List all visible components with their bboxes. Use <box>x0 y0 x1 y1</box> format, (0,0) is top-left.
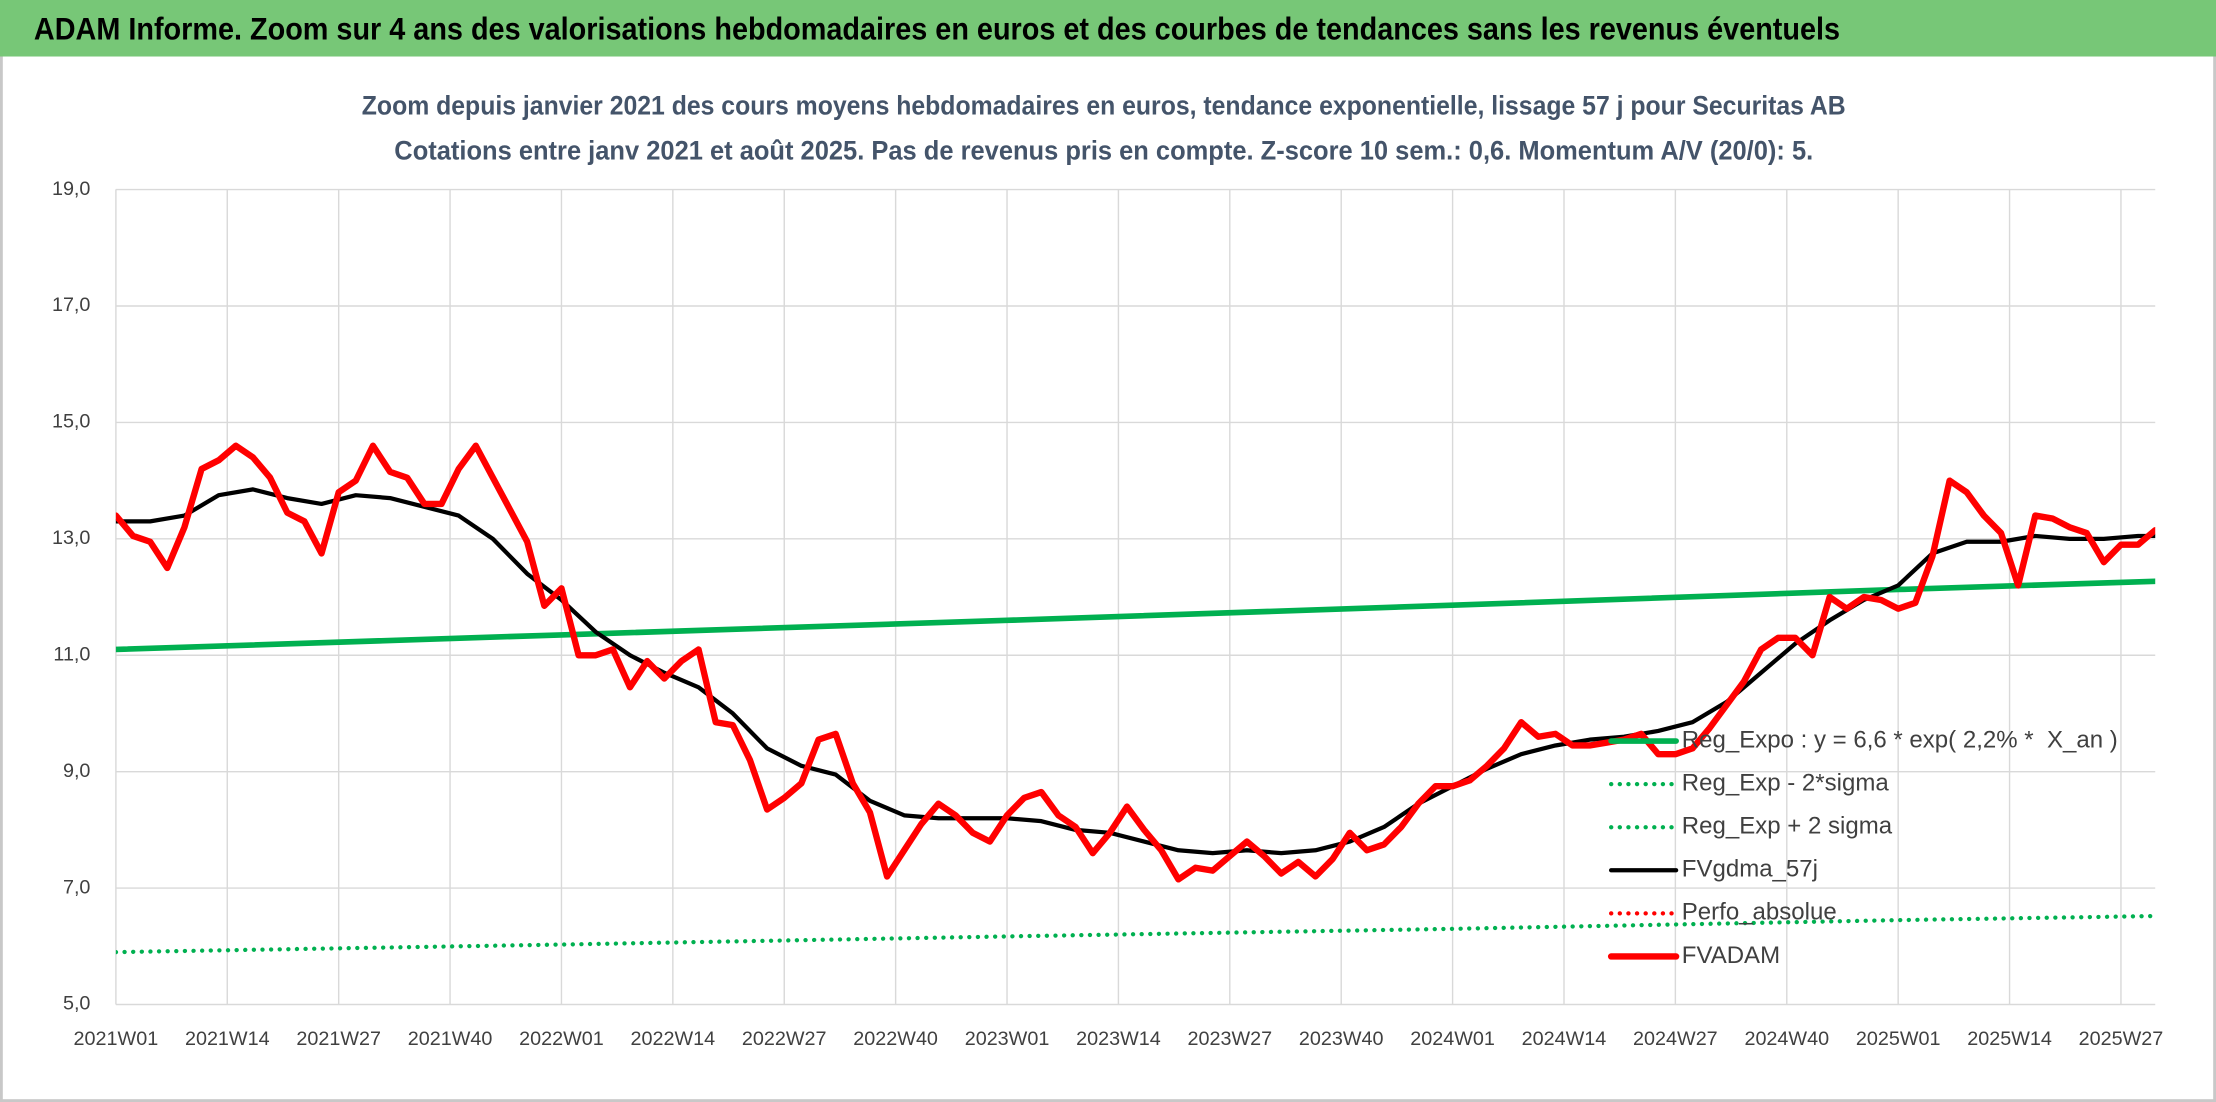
y-tick-label: 19,0 <box>52 178 90 200</box>
chart-subtitle: Cotations entre janv 2021 et août 2025. … <box>394 136 1813 166</box>
y-tick-label: 11,0 <box>53 643 90 665</box>
x-tick-label: 2022W01 <box>519 1028 604 1050</box>
x-tick-label: 2024W40 <box>1744 1028 1829 1050</box>
title-band <box>0 0 2216 57</box>
series-line <box>115 487 2156 856</box>
x-tick-label: 2025W27 <box>2079 1028 2164 1050</box>
x-tick-label: 2022W40 <box>853 1028 938 1050</box>
legend-label: Reg_Exp + 2 sigma <box>1682 813 1893 840</box>
legend-label: Reg_Exp - 2*sigma <box>1682 769 1890 796</box>
y-tick-label: 9,0 <box>63 760 90 782</box>
legend: Reg_Expo : y = 6,6 * exp( 2,2% * X_an ) R… <box>1607 726 2118 969</box>
series-line <box>115 578 2156 653</box>
y-tick-label: 5,0 <box>63 993 90 1015</box>
x-tick-label: 2023W40 <box>1299 1028 1384 1050</box>
x-tick-label: 2021W40 <box>408 1028 493 1050</box>
series-line <box>115 442 2156 883</box>
y-tick-label: 17,0 <box>52 294 90 316</box>
legend-label: Perfo_absolue <box>1682 899 1837 926</box>
axes: 5,0 7,0 9,0 11,0 13,0 15,0 17,0 19,0 2021W01 2021… <box>52 178 2163 1050</box>
series-layer <box>115 442 2156 955</box>
chart-title: ADAM Informe. Zoom sur 4 ans des valoris… <box>34 11 1840 46</box>
y-tick-label: 13,0 <box>52 527 90 549</box>
legend-label: FVADAM <box>1682 942 1780 969</box>
x-tick-label: 2021W27 <box>296 1028 381 1050</box>
x-tick-label: 2023W01 <box>965 1028 1050 1050</box>
y-tick-label: 7,0 <box>63 876 90 898</box>
chart-subtitle: Zoom depuis janvier 2021 des cours moyen… <box>362 90 1846 120</box>
x-tick-label: 2023W14 <box>1076 1028 1161 1050</box>
x-tick-label: 2024W27 <box>1633 1028 1718 1050</box>
subtitle-background <box>353 81 1852 179</box>
x-tick-label: 2025W01 <box>1856 1028 1941 1050</box>
x-tick-label: 2025W14 <box>1967 1028 2052 1050</box>
x-tick-label: 2023W27 <box>1187 1028 1272 1050</box>
series-line <box>115 913 2156 955</box>
legend-label: Reg_Expo : y = 6,6 * exp( 2,2% * X_an ) <box>1682 726 2118 753</box>
x-tick-label: 2021W01 <box>74 1028 159 1050</box>
y-tick-label: 15,0 <box>52 411 90 433</box>
x-tick-label: 2024W14 <box>1522 1028 1607 1050</box>
legend-label: FVgdma_57j <box>1682 856 1818 883</box>
x-tick-label: 2021W14 <box>185 1028 270 1050</box>
x-tick-label: 2022W14 <box>631 1028 716 1050</box>
x-tick-label: 2022W27 <box>742 1028 827 1050</box>
x-tick-label: 2024W01 <box>1410 1028 1495 1050</box>
